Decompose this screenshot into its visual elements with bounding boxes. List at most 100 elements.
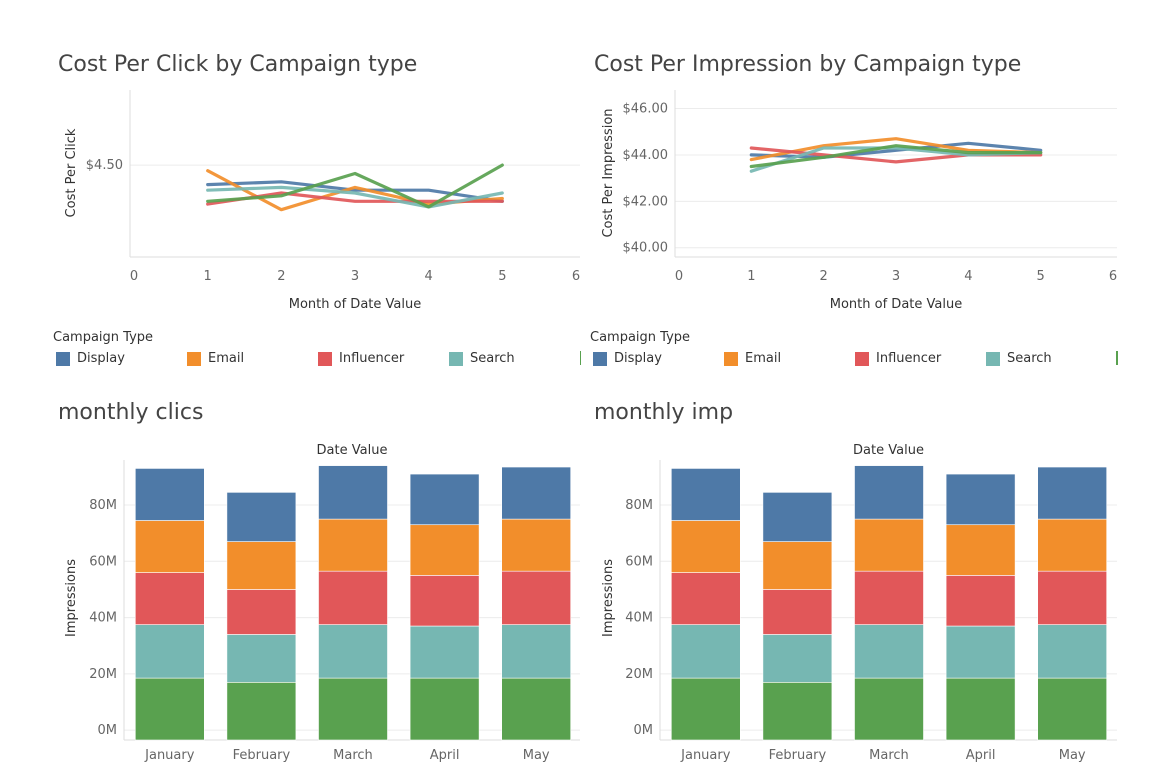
legend-item-social-swatch-partial[interactable] (1116, 351, 1118, 365)
column-header-title: Date Value (317, 443, 388, 458)
y-axis-title: Cost Per Impression (601, 108, 616, 237)
bar-segment-email (409, 524, 480, 576)
bar-segment-email (226, 541, 297, 590)
y-axis-title: Impressions (601, 559, 616, 637)
bar-segment-unnamed (135, 677, 205, 741)
y-tick-label: $46.00 (623, 102, 669, 117)
legend-item-email[interactable]: Email (724, 351, 781, 366)
bar-segment-influencer (762, 589, 833, 635)
bar-segment-search (318, 624, 388, 679)
x-tick-label: 5 (498, 269, 506, 284)
x-tick-label: 0 (130, 269, 138, 284)
x-tick-label: 3 (351, 269, 359, 284)
x-tick-label: 4 (425, 269, 433, 284)
clics-chart-title: monthly clics (58, 400, 204, 425)
bar-segment-email (945, 524, 1016, 576)
x-tick-label: February (769, 748, 827, 763)
legend-label: Influencer (876, 351, 942, 366)
bar-segment-display (501, 466, 572, 520)
bar-segment-display (762, 492, 833, 542)
x-axis-title: Month of Date Value (830, 297, 962, 312)
legend-label: Influencer (339, 351, 405, 366)
bar-segment-unnamed (945, 677, 1016, 741)
cpi-chart-title: Cost Per Impression by Campaign type (594, 52, 1022, 77)
legend-item-social-swatch-partial[interactable] (580, 351, 581, 365)
bar-segment-unnamed (318, 677, 388, 741)
legend-label: Email (208, 351, 245, 366)
bar-segment-email (318, 518, 388, 572)
bar-segment-email (1037, 518, 1107, 572)
x-tick-label: May (1059, 748, 1086, 763)
bar-segment-display (670, 468, 741, 521)
bar-segment-unnamed (226, 682, 297, 741)
x-tick-label: January (680, 748, 731, 763)
y-tick-label: $4.50 (86, 158, 123, 173)
bar-segment-email (135, 520, 205, 573)
series-line-unnamed (206, 163, 504, 209)
cpc-chart-title: Cost Per Click by Campaign type (58, 52, 418, 77)
legend-label: Search (1007, 351, 1052, 366)
bar-segment-display (226, 492, 297, 542)
x-tick-label: 5 (1037, 269, 1045, 284)
x-tick-label: March (333, 748, 373, 763)
bar-segment-search (854, 624, 924, 679)
bar-segment-display (1037, 466, 1107, 520)
y-tick-label: 20M (89, 667, 117, 682)
bar-segment-search (945, 625, 1016, 679)
bar-segment-display (854, 465, 924, 520)
bar-segment-influencer (670, 572, 741, 625)
legend-item-search[interactable]: Search (449, 351, 515, 366)
x-tick-label: 1 (747, 269, 755, 284)
legend-title: Campaign Type (590, 330, 691, 345)
y-tick-label: $40.00 (623, 241, 669, 256)
x-tick-label: 1 (204, 269, 212, 284)
bar-segment-unnamed (762, 682, 833, 741)
x-tick-label: 6 (1109, 269, 1117, 284)
x-tick-label: February (233, 748, 291, 763)
y-tick-label: 60M (89, 554, 117, 569)
y-tick-label: 60M (625, 554, 653, 569)
x-tick-label: 2 (820, 269, 828, 284)
x-tick-label: March (869, 748, 909, 763)
x-tick-label: 0 (675, 269, 683, 284)
legend-item-influencer[interactable]: Influencer (318, 351, 404, 366)
bar-segment-influencer (945, 575, 1016, 627)
influencer-swatch (318, 351, 332, 366)
email-swatch (187, 351, 201, 366)
x-axis-title: Month of Date Value (289, 297, 421, 312)
bar-segment-search (1037, 624, 1107, 679)
search-swatch (986, 351, 1000, 366)
x-tick-label: 4 (964, 269, 972, 284)
y-tick-label: 40M (89, 611, 117, 626)
series-line-search (206, 185, 504, 209)
bar-segment-search (135, 624, 205, 679)
x-tick-label: January (144, 748, 195, 763)
x-tick-label: April (966, 748, 996, 763)
influencer-swatch (855, 351, 869, 366)
y-tick-label: 0M (98, 723, 118, 738)
search-swatch (449, 351, 463, 366)
y-tick-label: 80M (89, 498, 117, 513)
imp-chart-title: monthly imp (594, 400, 734, 425)
legend-item-influencer[interactable]: Influencer (855, 351, 941, 366)
y-tick-label: 80M (625, 498, 653, 513)
series-line-unnamed (749, 144, 1043, 169)
bar-segment-search (762, 634, 833, 683)
legend-item-display[interactable]: Display (593, 351, 662, 366)
y-tick-label: $44.00 (623, 148, 669, 163)
bar-segment-influencer (854, 570, 924, 625)
x-tick-label: April (430, 748, 460, 763)
bar-segment-unnamed (670, 677, 741, 741)
bar-segment-search (409, 625, 480, 679)
bar-segment-unnamed (854, 677, 924, 741)
x-tick-label: 3 (892, 269, 900, 284)
column-header-title: Date Value (853, 443, 924, 458)
bar-segment-influencer (409, 575, 480, 627)
legend-item-display[interactable]: Display (56, 351, 125, 366)
bar-segment-display (318, 465, 388, 520)
legend-title: Campaign Type (53, 330, 154, 345)
legend-item-email[interactable]: Email (187, 351, 244, 366)
legend-item-search[interactable]: Search (986, 351, 1052, 366)
